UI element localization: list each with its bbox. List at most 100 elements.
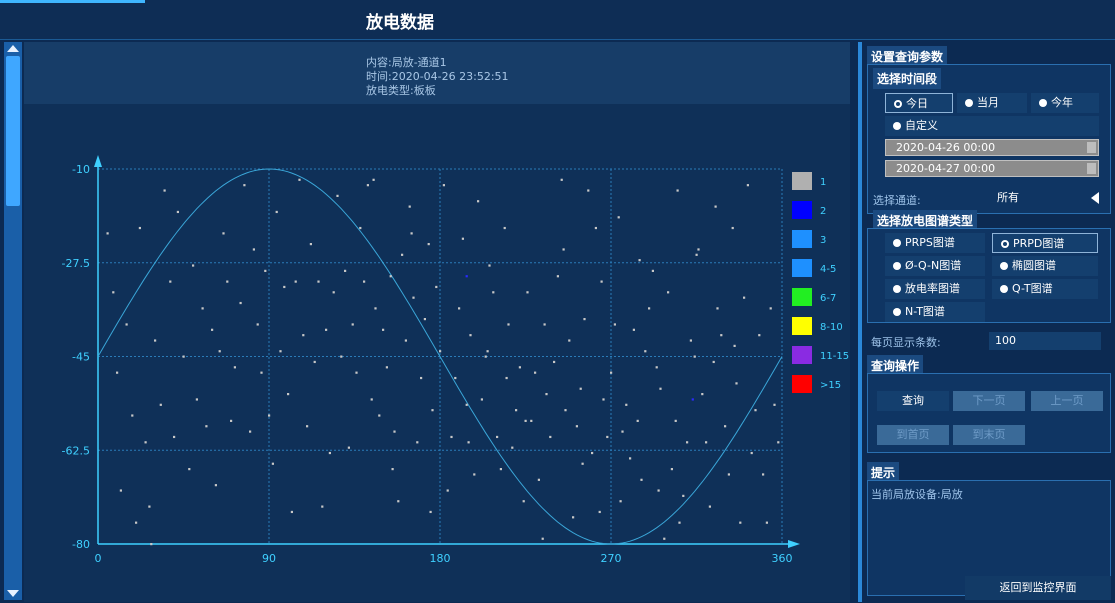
data-point	[423, 318, 426, 321]
data-point	[372, 178, 375, 181]
map-option-prpd[interactable]: PRPD图谱	[992, 233, 1098, 253]
dropdown-arrow-icon[interactable]	[1091, 192, 1099, 204]
data-point	[112, 291, 115, 294]
date-from-field[interactable]: 2020-04-26 00:00	[885, 139, 1099, 156]
data-point	[697, 248, 700, 251]
data-point	[260, 371, 263, 374]
data-point	[746, 184, 749, 187]
radio-icon	[893, 308, 901, 316]
data-point	[420, 376, 423, 380]
data-point	[657, 489, 660, 492]
data-point	[743, 296, 746, 299]
return-monitor-button[interactable]: 返回到监控界面	[965, 576, 1111, 600]
last-page-button[interactable]: 到末页	[953, 425, 1025, 445]
data-point	[249, 430, 252, 433]
channel-select[interactable]: 所有	[997, 191, 1019, 204]
data-point	[655, 366, 658, 369]
scroll-thumb[interactable]	[6, 56, 20, 206]
vertical-scrollbar[interactable]	[4, 42, 22, 600]
page-size-input[interactable]: 100	[989, 332, 1101, 350]
time-title: 选择时间段	[873, 68, 942, 89]
time-option-custom[interactable]: 自定义	[885, 116, 1099, 136]
data-point	[518, 366, 521, 369]
map-option-qt[interactable]: Q-T图谱	[992, 279, 1098, 299]
data-point	[735, 382, 738, 385]
data-point	[716, 307, 719, 310]
data-point	[294, 280, 297, 283]
data-point	[598, 510, 601, 514]
legend-label: 6-7	[820, 293, 836, 304]
next-page-button[interactable]: 下一页	[953, 391, 1025, 411]
map-option-qn[interactable]: Ø-Q-N图谱	[885, 256, 985, 276]
data-point	[488, 264, 491, 267]
data-point	[214, 484, 217, 487]
data-point	[480, 398, 483, 401]
data-point	[693, 355, 696, 358]
scroll-up-arrow-icon[interactable]	[7, 45, 19, 52]
data-point	[119, 489, 122, 492]
data-point	[534, 371, 537, 374]
params-title: 设置查询参数	[867, 46, 948, 67]
data-point	[473, 473, 476, 476]
data-point	[583, 318, 586, 321]
data-point	[602, 398, 605, 401]
data-point	[374, 307, 377, 310]
x-tick-label: 0	[95, 552, 102, 565]
data-point	[754, 409, 757, 412]
map-option-ellipse[interactable]: 椭圆图谱	[992, 256, 1098, 276]
y-tick-label: -45	[72, 351, 90, 364]
data-point	[562, 248, 565, 251]
data-point	[537, 478, 540, 481]
data-point	[332, 291, 335, 294]
legend-swatch	[792, 172, 812, 190]
time-option-month[interactable]: 当月	[957, 93, 1027, 113]
reference-sine-curve	[97, 168, 783, 545]
map-option-nt[interactable]: N-T图谱	[885, 302, 985, 322]
data-point	[336, 194, 339, 197]
data-point	[648, 307, 651, 310]
first-page-button[interactable]: 到首页	[877, 425, 949, 445]
data-point	[391, 468, 394, 471]
data-point	[173, 435, 176, 439]
data-point	[507, 323, 510, 326]
radio-selected-icon	[894, 100, 902, 108]
data-point	[458, 307, 461, 310]
data-point	[496, 435, 499, 439]
data-point	[678, 521, 681, 524]
y-axis-arrow-icon	[94, 155, 102, 167]
data-point	[769, 307, 772, 310]
map-option-prps[interactable]: PRPS图谱	[885, 233, 985, 253]
data-point	[691, 398, 694, 401]
data-point	[344, 269, 347, 272]
date-picker-icon[interactable]	[1087, 142, 1096, 153]
time-option-year[interactable]: 今年	[1031, 93, 1099, 113]
data-point	[727, 473, 730, 476]
data-point	[446, 489, 449, 492]
data-point	[401, 253, 404, 256]
data-point	[619, 500, 622, 503]
query-button[interactable]: 查询	[877, 391, 949, 411]
date-picker-icon[interactable]	[1087, 163, 1096, 174]
data-point	[733, 344, 736, 347]
option-label: 今年	[1051, 96, 1073, 109]
legend-swatch	[792, 288, 812, 306]
option-label: 放电率图谱	[905, 282, 960, 295]
data-point	[159, 403, 162, 406]
data-point	[442, 184, 445, 187]
data-point	[328, 451, 331, 455]
data-point	[667, 291, 670, 294]
date-to-field[interactable]: 2020-04-27 00:00	[885, 160, 1099, 177]
scroll-down-arrow-icon[interactable]	[7, 590, 19, 597]
time-option-today[interactable]: 今日	[885, 93, 953, 113]
prev-page-button[interactable]: 上一页	[1031, 391, 1103, 411]
data-point	[279, 350, 282, 353]
data-point	[621, 430, 624, 433]
data-point	[195, 398, 198, 401]
option-label: 当月	[977, 96, 999, 109]
data-point	[239, 301, 242, 305]
map-option-rate[interactable]: 放电率图谱	[885, 279, 985, 299]
data-point	[439, 350, 442, 353]
data-point	[264, 269, 267, 272]
data-point	[477, 200, 480, 203]
option-label: 自定义	[905, 119, 938, 132]
